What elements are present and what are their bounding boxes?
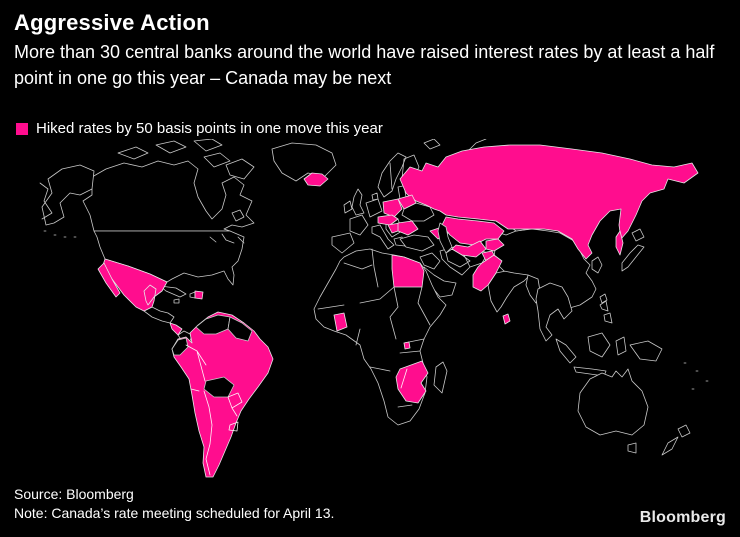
chart-title: Aggressive Action bbox=[14, 10, 210, 35]
country-ecuador bbox=[171, 337, 189, 356]
country-costa-rica bbox=[169, 322, 183, 336]
south-america-borders bbox=[185, 344, 243, 476]
region-baja-california bbox=[97, 262, 121, 298]
country-turkey bbox=[399, 234, 435, 252]
country-madagascar bbox=[433, 361, 448, 394]
country-china bbox=[493, 228, 597, 310]
legend: Hiked rates by 50 basis points in one mo… bbox=[16, 120, 383, 137]
country-cuba bbox=[159, 285, 187, 298]
region-guyanas bbox=[227, 316, 253, 342]
country-sri-lanka bbox=[502, 313, 511, 325]
region-zimbabwe-mozambique bbox=[395, 360, 429, 404]
aleutian-islands bbox=[43, 230, 77, 238]
country-greenland bbox=[271, 142, 337, 182]
legend-label: Hiked rates by 50 basis points in one mo… bbox=[36, 120, 383, 137]
region-tasmania bbox=[627, 442, 637, 454]
country-pakistan bbox=[472, 254, 503, 292]
bloomberg-logo: Bloomberg bbox=[639, 509, 726, 526]
country-ukraine bbox=[401, 202, 435, 222]
region-central-america bbox=[143, 306, 175, 324]
caspian-sea bbox=[437, 222, 453, 254]
chart-subtitle: More than 30 central banks around the wo… bbox=[14, 42, 715, 88]
chart-header: Aggressive Action More than 30 central b… bbox=[14, 10, 726, 91]
note-text: Note: Canada’s rate meeting scheduled fo… bbox=[14, 505, 335, 522]
country-uzbekistan bbox=[451, 240, 487, 258]
country-romania bbox=[397, 220, 419, 236]
highlight-internal-borders bbox=[185, 344, 408, 476]
zimbabwe-mozambique-border bbox=[400, 368, 408, 389]
country-korea bbox=[591, 256, 603, 274]
pacific-islands bbox=[683, 362, 709, 390]
country-canada bbox=[82, 160, 255, 232]
footer: Source: Bloomberg Note: Canada’s rate me… bbox=[14, 485, 334, 523]
country-mexico bbox=[102, 258, 168, 312]
country-japan bbox=[621, 228, 645, 272]
world-map bbox=[39, 139, 709, 478]
country-czechia-slovakia bbox=[377, 214, 399, 226]
country-iceland bbox=[303, 172, 329, 187]
great-lakes bbox=[209, 233, 245, 244]
legend-swatch-icon bbox=[16, 122, 28, 135]
country-new-zealand bbox=[661, 424, 691, 456]
region-alaska bbox=[41, 164, 95, 226]
country-russia bbox=[399, 144, 699, 260]
continent-africa bbox=[313, 248, 447, 426]
africa-internal-borders bbox=[317, 248, 431, 408]
region-indonesia bbox=[555, 332, 663, 377]
region-sakhalin bbox=[615, 230, 624, 256]
middle-east-outlines bbox=[419, 246, 489, 298]
region-indochina bbox=[535, 282, 573, 342]
country-jamaica bbox=[173, 298, 180, 304]
bering-fragment bbox=[39, 182, 53, 220]
country-taiwan bbox=[599, 293, 608, 304]
country-belarus bbox=[397, 194, 417, 210]
country-egypt bbox=[391, 254, 425, 288]
country-haiti bbox=[189, 291, 196, 299]
country-burundi bbox=[403, 341, 411, 350]
svalbard-islands bbox=[423, 139, 441, 150]
country-philippines bbox=[599, 300, 613, 324]
country-poland bbox=[382, 198, 403, 218]
arctic-islands bbox=[117, 139, 255, 222]
internal-border-lines bbox=[39, 139, 709, 408]
country-kazakhstan bbox=[441, 216, 505, 246]
country-ghana bbox=[333, 312, 348, 332]
country-dominican-republic bbox=[194, 290, 204, 300]
country-australia bbox=[577, 368, 649, 436]
non-highlighted-overlays bbox=[171, 222, 453, 398]
source-text: Source: Bloomberg bbox=[14, 486, 134, 503]
